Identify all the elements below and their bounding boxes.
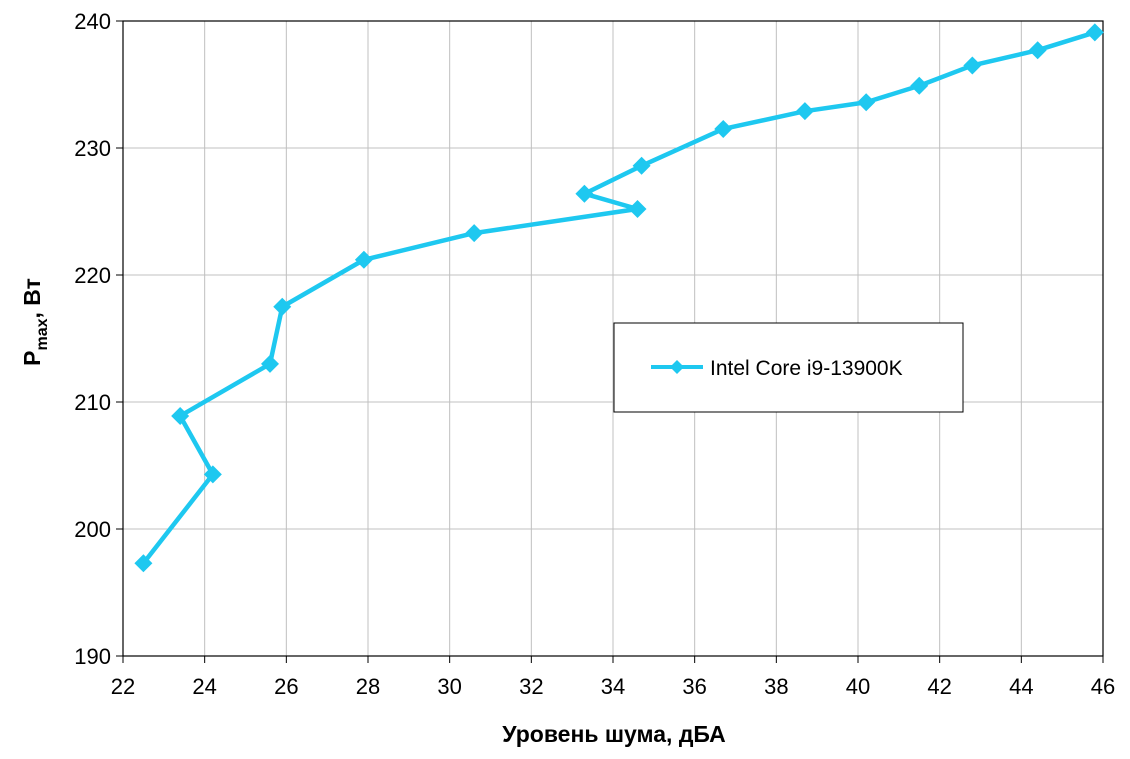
data-point <box>795 102 814 121</box>
x-tick-label: 46 <box>1091 674 1115 699</box>
legend-box <box>613 322 964 413</box>
data-point <box>963 56 982 75</box>
data-point <box>1085 23 1104 42</box>
x-tick-label: 42 <box>927 674 951 699</box>
data-point <box>465 224 484 243</box>
y-axis: 190 200 210 220 230 240 <box>74 9 123 669</box>
data-point <box>134 554 153 573</box>
x-tick-label: 44 <box>1009 674 1033 699</box>
series-group <box>134 23 1104 573</box>
data-point <box>1028 41 1047 60</box>
y-tick-label: 220 <box>74 263 111 288</box>
x-axis: 22 24 26 28 30 32 34 36 38 40 42 44 46 <box>111 656 1115 699</box>
y-axis-title-base: P <box>19 351 45 366</box>
x-tick-label: 34 <box>601 674 625 699</box>
x-tick-label: 36 <box>682 674 706 699</box>
data-point <box>714 119 733 138</box>
y-axis-title-rest: , Вт <box>19 278 45 318</box>
data-point <box>632 156 651 175</box>
x-tick-label: 30 <box>437 674 461 699</box>
data-point <box>628 199 647 218</box>
x-axis-title: Уровень шума, дБА <box>502 721 725 747</box>
data-point <box>171 406 190 425</box>
y-tick-label: 230 <box>74 136 111 161</box>
legend-label: Intel Core i9-13900K <box>710 357 903 380</box>
data-point <box>575 184 594 203</box>
data-point <box>857 93 876 112</box>
legend-marker <box>670 360 684 374</box>
x-tick-label: 22 <box>111 674 135 699</box>
y-tick-label: 240 <box>74 9 111 34</box>
y-tick-label: 210 <box>74 390 111 415</box>
y-axis-title: Pmax, Вт <box>19 278 51 366</box>
x-tick-label: 32 <box>519 674 543 699</box>
data-point <box>273 297 292 316</box>
data-point <box>910 76 929 95</box>
x-tick-label: 40 <box>846 674 870 699</box>
x-tick-label: 26 <box>274 674 298 699</box>
x-tick-label: 38 <box>764 674 788 699</box>
x-tick-label: 28 <box>356 674 380 699</box>
y-tick-label: 190 <box>74 644 111 669</box>
x-tick-label: 24 <box>192 674 216 699</box>
y-axis-title-sub: max <box>34 318 51 350</box>
data-point <box>354 250 373 269</box>
data-point <box>203 465 222 484</box>
data-point <box>261 354 279 373</box>
y-tick-label: 200 <box>74 517 111 542</box>
legend: Intel Core i9-13900K <box>613 322 964 413</box>
